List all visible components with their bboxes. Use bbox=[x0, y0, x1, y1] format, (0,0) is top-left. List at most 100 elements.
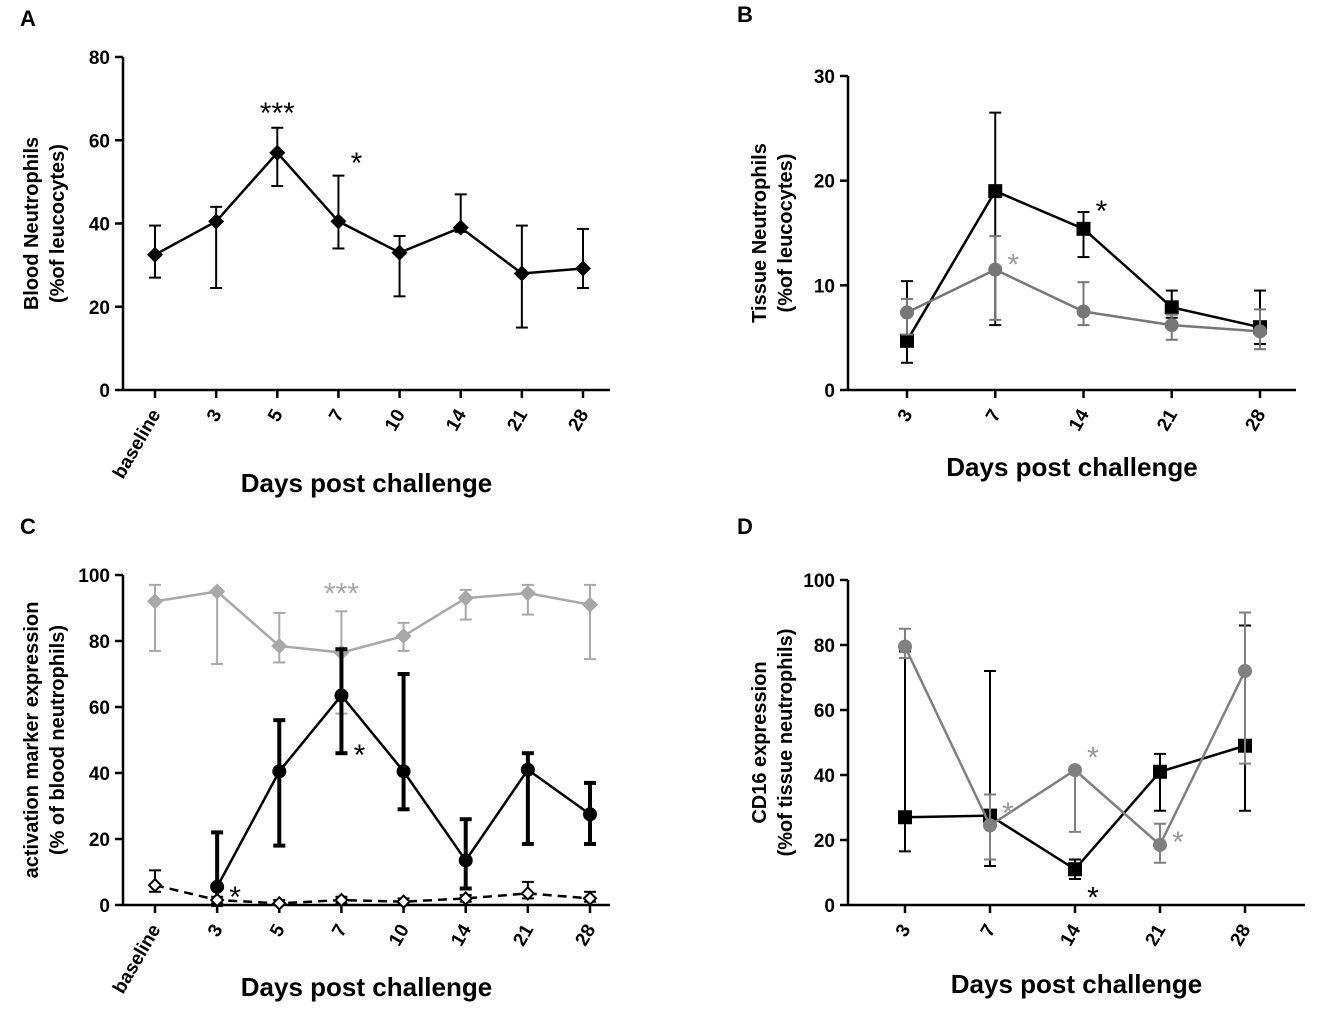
series-blood-neutrophils bbox=[147, 126, 591, 329]
data-point bbox=[209, 892, 225, 908]
x-tick-label: 7 bbox=[977, 921, 1000, 941]
x-tick-label: 5 bbox=[264, 406, 288, 426]
data-point bbox=[1068, 862, 1082, 877]
significance-annotation: * bbox=[1096, 195, 1108, 228]
data-point bbox=[1076, 304, 1091, 319]
x-tick-label: baseline bbox=[109, 921, 165, 997]
data-point bbox=[209, 583, 226, 600]
series-gray-series bbox=[898, 611, 1252, 864]
series-black-series bbox=[898, 624, 1252, 880]
data-point bbox=[210, 879, 225, 894]
significance-annotation: * bbox=[1087, 881, 1099, 914]
y-axis-title-line2: (%of leucocytes) bbox=[47, 144, 69, 303]
data-point bbox=[334, 892, 349, 908]
panel-d: D 0 20 40 60 80 100 3 7 14 21 28 CD16 expression (%of… bbox=[737, 514, 1305, 999]
x-tick-label: 7 bbox=[982, 406, 1005, 426]
y-tick-label: 60 bbox=[89, 131, 110, 152]
series-line bbox=[154, 883, 591, 905]
data-point bbox=[898, 810, 912, 825]
data-point bbox=[520, 762, 535, 777]
x-tick-label: 28 bbox=[572, 921, 601, 950]
panel-letter: D bbox=[737, 514, 753, 539]
data-point bbox=[1153, 837, 1167, 852]
data-point bbox=[391, 244, 408, 261]
x-tick-label: 21 bbox=[509, 921, 538, 950]
y-tick-label: 0 bbox=[99, 896, 110, 917]
data-point bbox=[271, 895, 287, 911]
x-tick-label: 21 bbox=[1153, 406, 1182, 435]
data-point bbox=[583, 807, 597, 822]
data-point bbox=[208, 213, 225, 230]
x-tick-label: 10 bbox=[381, 406, 410, 435]
y-axis-title-line1: CD16 expression bbox=[749, 661, 771, 823]
x-tick-label: 21 bbox=[1142, 921, 1171, 950]
data-point bbox=[520, 886, 536, 901]
significance-annotation: * bbox=[1007, 248, 1019, 281]
x-tick-label: 14 bbox=[1065, 406, 1094, 435]
data-point bbox=[395, 628, 412, 645]
data-point bbox=[458, 890, 474, 906]
x-tick-label: 14 bbox=[447, 921, 476, 950]
data-point bbox=[582, 596, 598, 613]
significance-annotation: * bbox=[1087, 742, 1099, 775]
y-axis-title-line1: activation marker expression bbox=[21, 602, 43, 879]
x-tick-label: 3 bbox=[204, 921, 227, 941]
chart-root: A 0 20 40 60 80 baseline 3 5 7 10 14 21 28 Blood Neutr… bbox=[20, 2, 1305, 1002]
y-tick-label: 20 bbox=[814, 831, 835, 852]
data-point bbox=[457, 590, 474, 607]
y-tick-label: 30 bbox=[814, 67, 835, 88]
y-tick-label: 40 bbox=[89, 215, 110, 236]
data-point bbox=[147, 246, 163, 263]
y-tick-label: 80 bbox=[89, 48, 110, 69]
x-tick-label: baseline bbox=[109, 406, 165, 482]
y-tick-label: 60 bbox=[89, 698, 110, 719]
data-point bbox=[272, 764, 287, 779]
y-tick-label: 80 bbox=[814, 636, 835, 657]
y-tick-label: 100 bbox=[78, 566, 110, 587]
data-point bbox=[1238, 664, 1252, 678]
panel-a: A 0 20 40 60 80 baseline 3 5 7 10 14 21 28 Blood Neutr… bbox=[20, 6, 610, 498]
data-point bbox=[900, 333, 914, 348]
x-tick-label: 28 bbox=[1242, 406, 1271, 435]
data-point bbox=[396, 764, 411, 779]
y-tick-label: 0 bbox=[99, 381, 110, 402]
data-point bbox=[575, 260, 591, 277]
data-point bbox=[988, 184, 1003, 199]
data-point bbox=[513, 265, 530, 282]
x-tick-label: 3 bbox=[894, 406, 917, 426]
x-tick-label: 21 bbox=[503, 406, 532, 435]
y-axis-title-line2: (% of blood neutrophils) bbox=[47, 625, 69, 855]
significance-annotation: * bbox=[1002, 797, 1014, 830]
data-point bbox=[582, 890, 598, 906]
x-tick-label: 28 bbox=[565, 406, 594, 435]
x-tick-label: 5 bbox=[266, 921, 290, 941]
y-axis-title-line2: (%of tissue neutrophils) bbox=[775, 629, 797, 857]
data-point bbox=[1253, 324, 1267, 339]
x-tick-label: 3 bbox=[892, 921, 915, 941]
y-tick-label: 20 bbox=[89, 298, 110, 319]
significance-annotation: *** bbox=[324, 578, 359, 611]
x-axis-title: Days post challenge bbox=[241, 972, 492, 1002]
data-point bbox=[1076, 221, 1091, 236]
data-point bbox=[458, 853, 473, 868]
panel-letter: B bbox=[737, 2, 753, 27]
data-point bbox=[334, 688, 349, 703]
significance-annotation: * bbox=[354, 739, 366, 772]
y-axis-title-line1: Tissue Neutrophils bbox=[749, 143, 771, 323]
data-point bbox=[396, 894, 411, 910]
data-point bbox=[1153, 764, 1167, 779]
data-point bbox=[147, 877, 163, 893]
data-point bbox=[452, 219, 469, 236]
x-tick-label: 10 bbox=[385, 921, 414, 950]
x-tick-label: 14 bbox=[442, 406, 471, 435]
data-point bbox=[519, 585, 536, 602]
y-tick-label: 0 bbox=[824, 381, 835, 402]
data-point bbox=[898, 639, 912, 654]
y-tick-label: 20 bbox=[89, 830, 110, 851]
series-line bbox=[154, 150, 584, 275]
panel-c: C 0 20 40 60 80 100 baseline 3 5 7 10 14 21 28 activati… bbox=[20, 514, 610, 1002]
y-axis-title-line2: (%of leucocytes) bbox=[775, 154, 797, 313]
series-black-series bbox=[900, 111, 1267, 364]
data-point bbox=[1164, 318, 1179, 333]
